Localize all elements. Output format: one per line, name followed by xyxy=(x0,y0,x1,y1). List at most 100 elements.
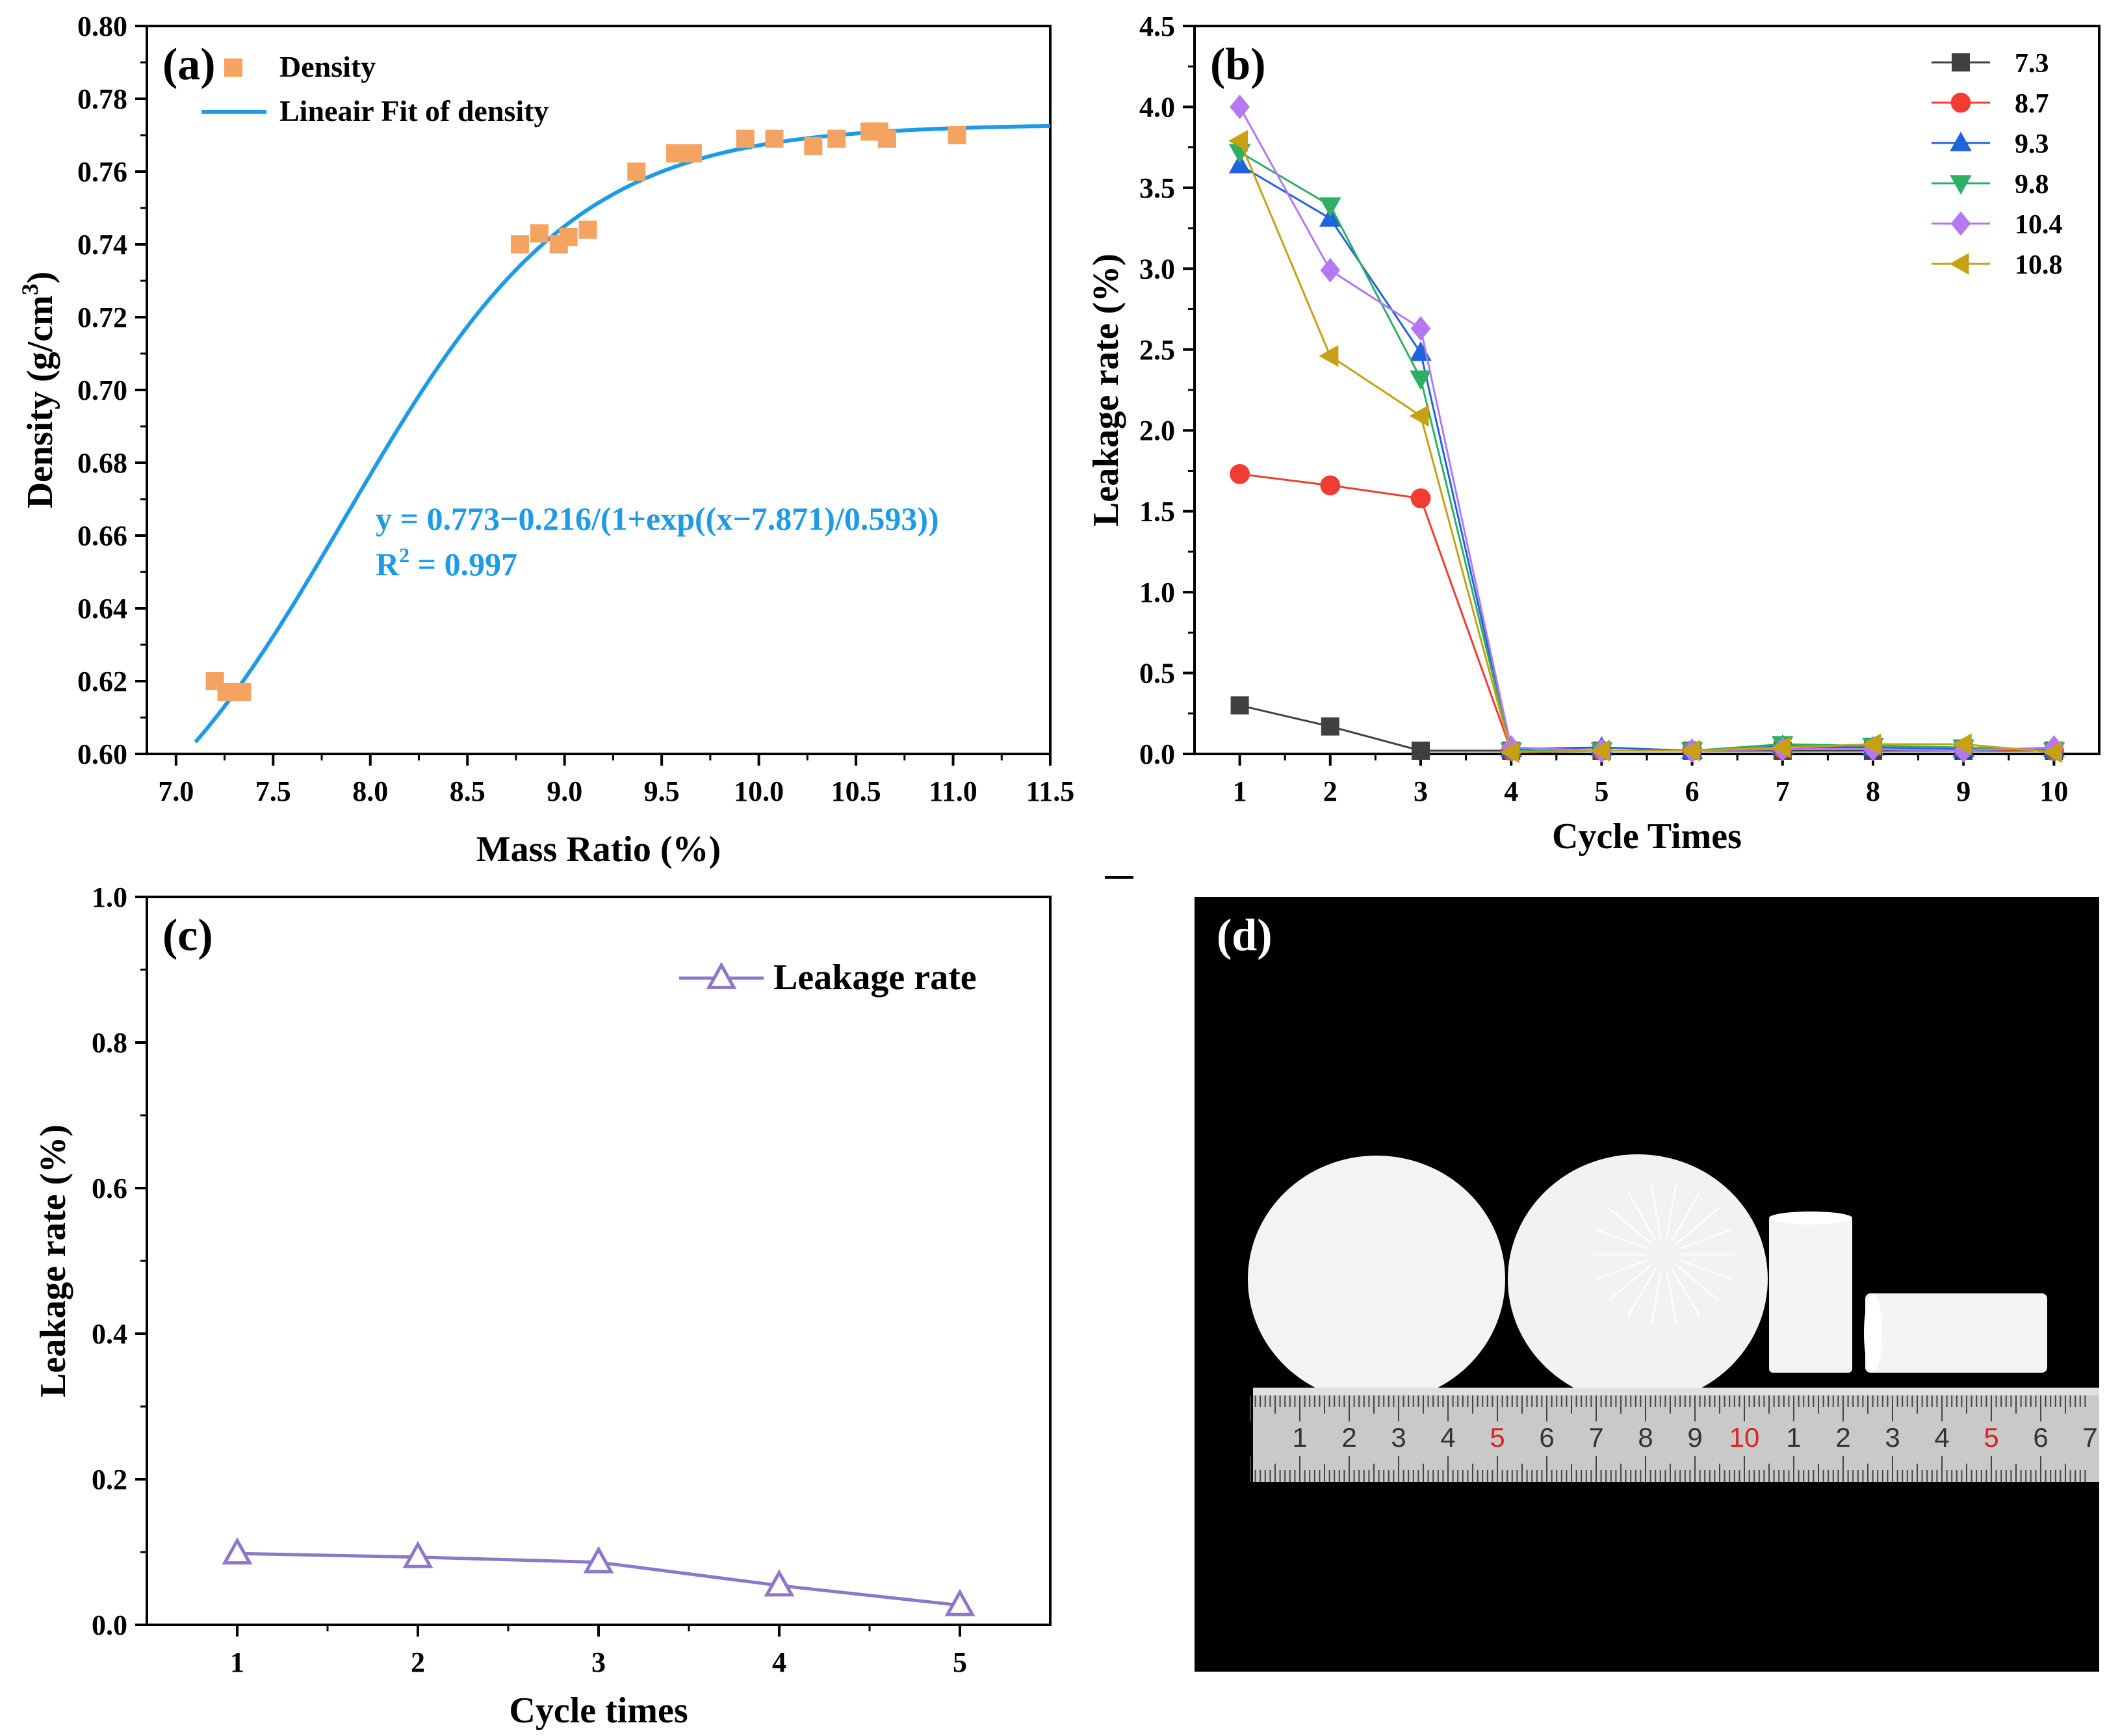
disc-crystal-streak xyxy=(1608,1263,1652,1301)
series-10.8 xyxy=(1228,129,2062,764)
fit-r-squared: R2 = 0.997 xyxy=(376,543,517,582)
legend-marker xyxy=(1950,211,1971,236)
legend-label: 10.4 xyxy=(2015,210,2063,240)
cylinder-end-face xyxy=(1864,1294,1882,1372)
data-point xyxy=(1230,464,1250,484)
legend-label: 8.7 xyxy=(2015,89,2049,119)
y-tick-label: 0.72 xyxy=(77,302,127,333)
x-tick-label: 10 xyxy=(2039,775,2068,807)
sample-cylinder-lying xyxy=(1865,1293,2047,1373)
y-tick-label: 0.60 xyxy=(77,738,127,770)
disc-crystal-streak xyxy=(1671,1191,1701,1241)
density-point xyxy=(827,129,846,148)
x-axis-title: Mass Ratio (%) xyxy=(476,829,721,870)
data-point xyxy=(1771,736,1791,758)
disc-crystal-streak xyxy=(1678,1228,1731,1250)
disc-crystal-streak xyxy=(1671,1267,1701,1317)
sample-disc-1 xyxy=(1248,1156,1505,1403)
y-tick-label: 0.70 xyxy=(77,374,127,406)
density-point xyxy=(804,136,823,155)
y-tick-label: 0.78 xyxy=(77,83,127,115)
x-tick-label: 10.5 xyxy=(831,775,881,807)
ruler-number: 7 xyxy=(1588,1422,1603,1453)
data-point xyxy=(764,1569,795,1597)
x-tick-label: 5 xyxy=(1594,775,1609,807)
ruler-number: 10 xyxy=(1729,1422,1760,1453)
ruler-number: 3 xyxy=(1391,1422,1406,1453)
density-point xyxy=(877,129,896,148)
y-axis-title-superscript: 3 xyxy=(17,283,43,295)
y-tick-label: 0.68 xyxy=(77,447,127,479)
x-tick-label: 11.0 xyxy=(929,775,977,807)
ruler-number: 5 xyxy=(1984,1422,1998,1453)
density-point xyxy=(578,220,597,239)
y-tick-label: 0.80 xyxy=(77,10,127,42)
density-point xyxy=(233,682,252,701)
panel-a: 7.0 7.5 8.0 8.5 9.0 9.5 10.0 10.5 11.0 11.5 0.60 0.… xyxy=(17,10,1074,870)
x-tick-label: 4 xyxy=(1504,775,1518,807)
density-point xyxy=(559,227,578,246)
series-8.7 xyxy=(1230,464,2064,761)
y-tick-label: 0.62 xyxy=(77,666,127,697)
data-point xyxy=(1590,740,1610,762)
x-tick-label: 3 xyxy=(591,1646,606,1678)
legend-label: 7.3 xyxy=(2015,49,2049,79)
data-point xyxy=(1952,733,1972,755)
x-tick-label: 10.0 xyxy=(734,775,784,807)
x-tick-label: 7.5 xyxy=(255,775,291,807)
y-tick-label: 0.76 xyxy=(77,156,127,188)
data-point xyxy=(1410,488,1431,509)
disc-crystal-streak xyxy=(1608,1208,1652,1245)
series-9.3 xyxy=(1228,153,2065,759)
y-tick-label: 0.74 xyxy=(77,229,127,261)
ruler-number: 1 xyxy=(1786,1422,1801,1453)
data-point xyxy=(1499,741,1519,764)
ruler-number: 2 xyxy=(1835,1422,1850,1453)
legend-marker xyxy=(1950,131,1972,151)
x-tick-label: 8 xyxy=(1866,775,1880,807)
ruler-number: 2 xyxy=(1341,1422,1356,1453)
series-10.4 xyxy=(1230,94,2064,763)
density-point xyxy=(217,682,236,701)
fit-equation: y = 0.773−0.216/(1+exp((x−7.871)/0.593)) xyxy=(376,500,939,537)
legend-marker-density xyxy=(224,58,242,77)
data-point xyxy=(1320,475,1341,496)
y-tick-label: 3.0 xyxy=(1139,253,1175,285)
x-tick-label: 9.5 xyxy=(644,775,680,807)
y-tick-label: 0.0 xyxy=(92,1609,127,1641)
y-tick-label: 0.0 xyxy=(1139,738,1175,770)
ruler-number: 6 xyxy=(2033,1422,2048,1453)
legend-label: 10.8 xyxy=(2015,250,2063,280)
density-point xyxy=(948,126,966,144)
y-tick-label: 0.4 xyxy=(92,1318,127,1350)
density-point xyxy=(627,162,646,181)
y-tick-label: 3.5 xyxy=(1139,172,1175,204)
data-point xyxy=(1681,740,1701,762)
density-point xyxy=(683,144,702,162)
x-tick-label: 5 xyxy=(953,1646,967,1678)
data-point xyxy=(2042,741,2062,764)
y-tick-label: 0.64 xyxy=(77,593,127,625)
r-squared-prefix: R xyxy=(376,546,400,582)
y-tick-label: 0.6 xyxy=(92,1172,127,1204)
x-tick-label: 8.0 xyxy=(352,775,388,807)
panel-label: (b) xyxy=(1210,40,1266,90)
x-tick-label: 9.0 xyxy=(547,775,582,807)
legend-label: 9.3 xyxy=(2015,129,2049,159)
data-point xyxy=(1410,370,1432,391)
data-point xyxy=(1228,129,1248,152)
y-tick-label: 1.5 xyxy=(1139,496,1175,528)
disc-crystal-streak xyxy=(1627,1267,1657,1317)
x-tick-label: 9 xyxy=(1956,775,1971,807)
density-point xyxy=(765,129,784,148)
ruler-top-edge xyxy=(1253,1388,2099,1395)
density-point xyxy=(666,144,685,162)
x-tick-label: 6 xyxy=(1685,775,1700,807)
x-tick-label: 7.0 xyxy=(158,775,194,807)
data-point xyxy=(1319,197,1341,217)
disc-crystal-streak xyxy=(1596,1228,1649,1250)
y-tick-label: 1.0 xyxy=(1139,577,1175,608)
sample-cylinder-upright xyxy=(1769,1217,1852,1373)
disc-crystal-streak xyxy=(1650,1270,1662,1325)
